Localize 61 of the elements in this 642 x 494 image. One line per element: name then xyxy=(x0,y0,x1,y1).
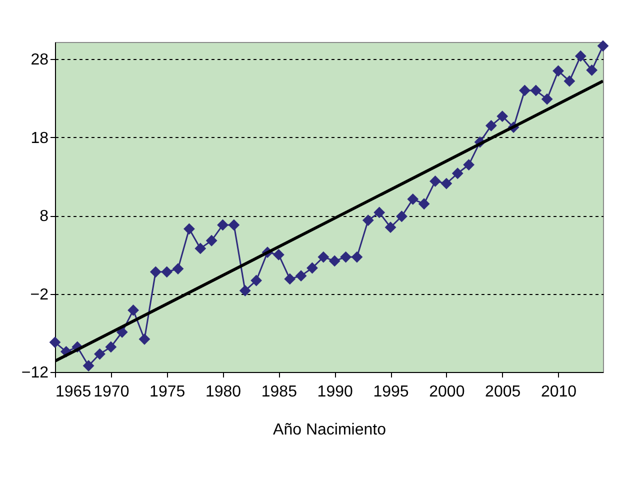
y-tick-label: 28 xyxy=(30,52,49,69)
point xyxy=(94,348,106,360)
point xyxy=(496,110,508,122)
point xyxy=(564,75,576,87)
point xyxy=(384,222,396,234)
point xyxy=(574,50,586,62)
point xyxy=(340,251,352,263)
point xyxy=(295,270,307,282)
point xyxy=(407,193,419,205)
point xyxy=(306,262,318,274)
point xyxy=(530,84,542,96)
point xyxy=(284,273,296,285)
point xyxy=(105,341,117,353)
point xyxy=(519,84,530,96)
x-tick-label: 1995 xyxy=(373,384,409,400)
x-tick-label: 1975 xyxy=(150,384,186,400)
point xyxy=(184,223,195,235)
point xyxy=(440,178,452,190)
y-tick-label: 18 xyxy=(30,130,49,147)
point xyxy=(194,242,206,254)
point xyxy=(430,175,441,187)
point xyxy=(172,263,184,274)
point xyxy=(463,159,474,170)
point xyxy=(552,65,564,77)
point xyxy=(597,40,609,52)
point xyxy=(49,336,61,348)
point xyxy=(128,304,139,316)
point xyxy=(418,198,430,210)
x-tick-label: 1980 xyxy=(205,384,242,400)
x-tick-label: 2000 xyxy=(429,384,465,400)
point xyxy=(228,219,240,231)
point xyxy=(328,255,340,267)
x-tick-label: 2010 xyxy=(540,384,577,400)
x-tick-label: 1990 xyxy=(317,384,353,400)
point xyxy=(217,219,228,231)
point xyxy=(206,234,218,246)
point xyxy=(138,333,150,345)
point xyxy=(272,249,284,260)
y-tick-label: 8 xyxy=(40,208,49,226)
point xyxy=(396,210,408,222)
point xyxy=(239,284,251,296)
point xyxy=(374,206,386,218)
x-tick-label: 2005 xyxy=(485,384,521,400)
point xyxy=(452,168,464,180)
y-tick-label: −12 xyxy=(21,364,49,382)
x-axis-title: Año Nacimiento xyxy=(273,422,386,438)
point xyxy=(318,251,330,263)
point xyxy=(161,266,173,278)
y-tick-label: −2 xyxy=(30,286,49,304)
point xyxy=(150,266,162,278)
point xyxy=(485,120,497,132)
point xyxy=(351,251,363,263)
point xyxy=(586,64,598,76)
x-tick-label: 1985 xyxy=(261,384,298,400)
x-tick-label: 1970 xyxy=(94,384,130,400)
point xyxy=(362,214,374,226)
point xyxy=(116,326,128,338)
point xyxy=(541,93,553,105)
x-tick-label: 1965 xyxy=(56,384,92,400)
point xyxy=(82,360,94,372)
point xyxy=(250,274,262,286)
